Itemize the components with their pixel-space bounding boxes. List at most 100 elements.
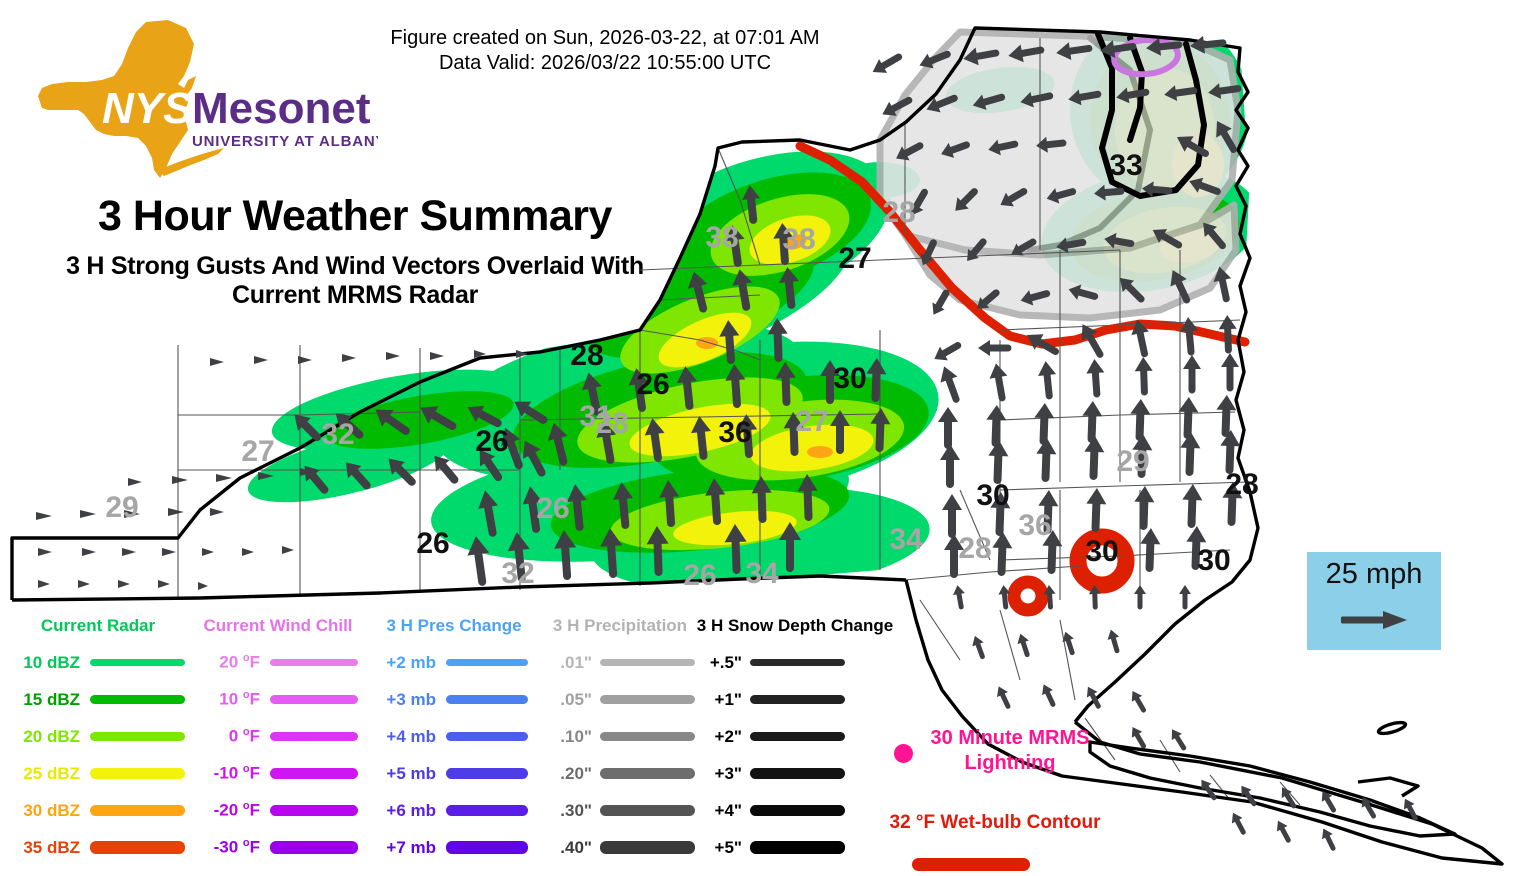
legend-row-label: +1" bbox=[714, 689, 742, 709]
legend-row-swatch bbox=[600, 659, 695, 666]
figure-created-line: Figure created on Sun, 2026-03-22, at 07… bbox=[390, 27, 820, 49]
legend-row-label: 30 dBZ bbox=[23, 800, 80, 820]
gust-label-black: 30 bbox=[1085, 535, 1118, 568]
legend-row-3h-pres-change-0: +2 mb bbox=[368, 646, 528, 679]
legend-row-swatch bbox=[270, 731, 358, 742]
legend-row-current-radar-5: 35 dBZ bbox=[8, 831, 185, 864]
legend-title-current-wind-chill: Current Wind Chill bbox=[203, 616, 353, 635]
gust-label-gray: 38 bbox=[705, 221, 738, 254]
legend-title-3h-pres-change: 3 H Pres Change bbox=[386, 616, 522, 635]
legend-row-current-wind-chill-5: -30 oF bbox=[188, 831, 358, 864]
gust-label-black: 26 bbox=[475, 425, 508, 458]
wind-speed-key: 25 mph bbox=[1307, 552, 1441, 650]
legend-row-label: -20 oF bbox=[213, 800, 260, 820]
gust-label-gray: 29 bbox=[1116, 445, 1149, 478]
gust-label-gray: 28 bbox=[595, 407, 628, 440]
legend-row-swatch bbox=[90, 695, 185, 704]
legend-row-current-wind-chill-2: 0 oF bbox=[188, 720, 358, 753]
legend-row-current-radar-1: 15 dBZ bbox=[8, 683, 185, 716]
legend-row-current-radar-0: 10 dBZ bbox=[8, 646, 185, 679]
gust-label-black: 26 bbox=[416, 527, 449, 560]
legend-column-3h-pres-change: 3 H Pres Change +2 mb +3 mb +4 mb +5 mb +6 m… bbox=[368, 616, 540, 857]
gust-label-black: 30 bbox=[1197, 544, 1230, 577]
legend-row-label: +3 mb bbox=[386, 689, 436, 709]
gust-label-gray: 32 bbox=[321, 418, 354, 451]
legend-row-3h-snow-depth-change-1: +1" bbox=[690, 683, 845, 716]
wetbulb-legend-swatch bbox=[912, 858, 1030, 871]
legend-row-label: +5" bbox=[714, 837, 742, 857]
legend-row-label: .30" bbox=[560, 800, 592, 820]
gust-label-gray: 26 bbox=[536, 492, 569, 525]
legend-row-swatch bbox=[446, 841, 528, 854]
legend-row-swatch bbox=[600, 695, 695, 704]
legend-row-label: .40" bbox=[560, 837, 592, 857]
legend-row-swatch bbox=[270, 768, 358, 779]
gust-label-black: 28 bbox=[570, 339, 603, 372]
legend-row-3h-precipitation-0: .01" bbox=[540, 646, 695, 679]
legend-row-swatch bbox=[90, 804, 185, 817]
legend-row-3h-snow-depth-change-0: +.5" bbox=[690, 646, 845, 679]
legend-row-swatch bbox=[446, 804, 528, 817]
legend-row-3h-pres-change-2: +4 mb bbox=[368, 720, 528, 753]
legend-row-swatch bbox=[446, 659, 528, 666]
legend-row-label: 0 oF bbox=[228, 726, 260, 746]
wind-chill-contour-layer bbox=[1111, 36, 1181, 78]
radar-yellow bbox=[629, 133, 1224, 546]
legend-column-3h-precipitation: 3 H Precipitation .01" .05" .10" .20" .30" .4… bbox=[540, 616, 700, 857]
legend-row-label: +2 mb bbox=[386, 652, 436, 672]
logo-mesonet-text: Mesonet bbox=[192, 84, 371, 133]
legend-row-swatch bbox=[750, 804, 845, 817]
gust-label-black: 27 bbox=[838, 242, 871, 275]
gust-label-black: 33 bbox=[1109, 149, 1142, 182]
gust-label-gray: 32 bbox=[501, 557, 534, 590]
gust-label-gray: 27 bbox=[795, 405, 828, 438]
legend-row-label: +6 mb bbox=[386, 800, 436, 820]
legend-row-swatch bbox=[600, 841, 695, 854]
gust-label-gray: 36 bbox=[1018, 509, 1051, 542]
legend-title-3h-snow-depth-change: 3 H Snow Depth Change bbox=[696, 616, 894, 635]
gust-label-gray: 28 bbox=[882, 196, 915, 229]
legend-title-current-radar: Current Radar bbox=[40, 616, 156, 635]
legend-column-current-radar: Current Radar 10 dBZ 15 dBZ 20 dBZ 25 dBZ 30… bbox=[8, 616, 188, 857]
logo-tagline-text: UNIVERSITY AT ALBANY bbox=[192, 133, 378, 150]
gust-label-black: 30 bbox=[976, 479, 1009, 512]
logo-svg: NYS Mesonet UNIVERSITY AT ALBANY bbox=[38, 20, 378, 178]
legend-row-3h-precipitation-3: .20" bbox=[540, 757, 695, 790]
legend-row-3h-precipitation-2: .10" bbox=[540, 720, 695, 753]
wind-key-label: 25 mph bbox=[1325, 558, 1423, 590]
legend-row-swatch bbox=[446, 695, 528, 704]
legend-row-current-wind-chill-4: -20 oF bbox=[188, 794, 358, 827]
legend-row-3h-precipitation-4: .30" bbox=[540, 794, 695, 827]
data-valid-line: Data Valid: 2026/03/22 10:55:00 UTC bbox=[438, 52, 772, 74]
gust-label-gray: 38 bbox=[782, 223, 815, 256]
wind-vectors-small bbox=[36, 350, 528, 590]
legend-row-swatch bbox=[750, 841, 845, 854]
wind-key-arrow-icon bbox=[1341, 611, 1407, 629]
legend-row-swatch bbox=[750, 659, 845, 666]
legend-row-label: 10 oF bbox=[219, 689, 260, 709]
legend-row-3h-pres-change-1: +3 mb bbox=[368, 683, 528, 716]
legend-row-label: 25 dBZ bbox=[23, 763, 80, 783]
gust-label-black: 28 bbox=[1225, 468, 1258, 501]
legend-row-label: -30 oF bbox=[213, 837, 260, 857]
legend-row-3h-snow-depth-change-4: +4" bbox=[690, 794, 845, 827]
gust-label-black: 36 bbox=[718, 416, 751, 449]
legend-row-swatch bbox=[90, 841, 185, 854]
legend-row-swatch bbox=[750, 731, 845, 742]
legend-row-current-radar-4: 30 dBZ bbox=[8, 794, 185, 827]
legend-column-current-wind-chill: Current Wind Chill 20 oF 10 oF 0 oF -10 oF -… bbox=[188, 616, 368, 857]
legend-row-swatch bbox=[90, 768, 185, 779]
legend-row-swatch bbox=[270, 841, 358, 854]
legend-row-3h-snow-depth-change-3: +3" bbox=[690, 757, 845, 790]
gust-label-gray: 28 bbox=[958, 532, 991, 565]
legend-row-swatch bbox=[750, 768, 845, 779]
legend-row-swatch bbox=[600, 731, 695, 742]
gust-label-gray: 34 bbox=[745, 557, 779, 590]
legend-row-swatch bbox=[446, 768, 528, 779]
legend-row-label: +2" bbox=[714, 726, 742, 746]
legend-row-current-radar-2: 20 dBZ bbox=[8, 720, 185, 753]
legend-row-swatch bbox=[270, 695, 358, 704]
lightning-legend-label: 30 Minute MRMS Lightning bbox=[930, 727, 1090, 774]
legend-row-label: 20 dBZ bbox=[23, 726, 80, 746]
map-legend: Current Radar 10 dBZ 15 dBZ 20 dBZ 25 dBZ 30… bbox=[0, 616, 1100, 876]
